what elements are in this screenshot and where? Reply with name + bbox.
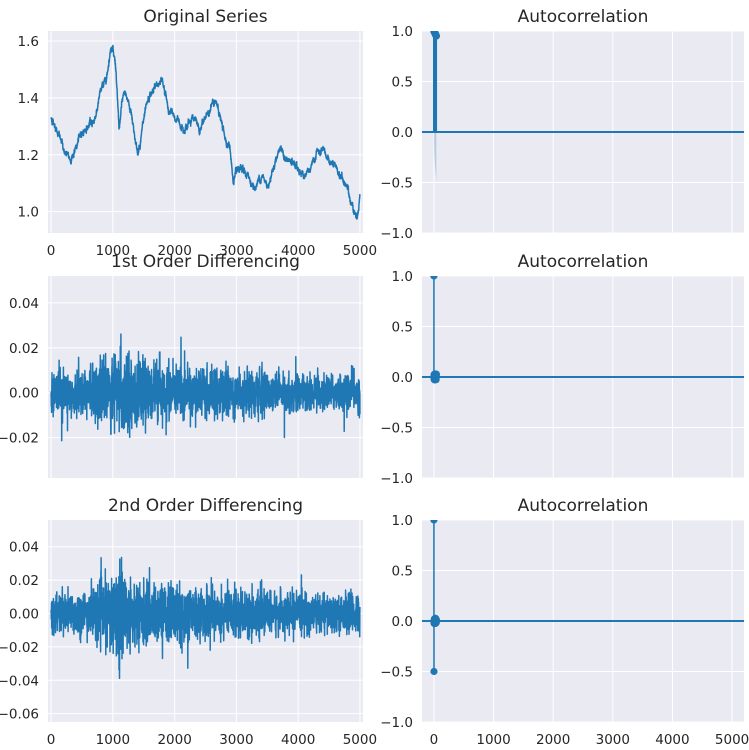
y-tick-label: −0.5: [380, 176, 413, 192]
y-tick-label: −1.0: [380, 471, 413, 487]
x-tick-label: 5000: [343, 243, 377, 259]
y-tick-label: 1.6: [18, 34, 39, 50]
y-tick-label: −0.5: [380, 665, 413, 681]
subplot-3: 1st Order Differencing −0.02 0.00 0.02 0.04: [0, 252, 363, 478]
x-tick-label: 0: [47, 243, 56, 259]
x-tick-label: 2000: [157, 732, 191, 748]
series-line: [50, 333, 361, 442]
y-tick-label: 1.0: [18, 205, 39, 221]
x-tick-label: 1000: [96, 732, 130, 748]
x-tick-label: 1000: [96, 243, 130, 259]
x-tick-label: 3000: [596, 732, 630, 748]
y-tick-label: 0.0: [392, 125, 413, 141]
y-tick-label: 1.4: [18, 91, 39, 107]
y-tick-label: 0.5: [392, 320, 413, 336]
acf-point: [432, 32, 440, 40]
x-tick-label: 4000: [281, 732, 315, 748]
subplot-title: Autocorrelation: [518, 7, 649, 27]
y-tick-label: −0.06: [0, 707, 39, 723]
plot-area: [48, 31, 363, 233]
subplot-4: Autocorrelation −1.0 −0.5 0.0 0.5 1.0: [380, 252, 744, 487]
subplot-title: Autocorrelation: [518, 252, 649, 272]
y-tick-label: 1.2: [18, 148, 39, 164]
subplot-title: Original Series: [143, 7, 267, 27]
subplot-title: 2nd Order Differencing: [108, 496, 303, 516]
x-tick-label: 5000: [715, 732, 749, 748]
acf-point: [432, 616, 440, 624]
y-tick-label: −0.5: [380, 421, 413, 437]
acf-point: [430, 520, 438, 524]
series-line: [50, 44, 361, 220]
x-tick-label: 3000: [219, 243, 253, 259]
acf-point: [430, 667, 438, 676]
subplot-6: Autocorrelation −1.0 −0.5 0.0 0.5 1.0 0 1000 200…: [380, 496, 749, 748]
x-tick-label: 5000: [343, 732, 377, 748]
x-tick-label: 2000: [157, 243, 191, 259]
y-tick-label: 0.00: [9, 386, 39, 402]
y-tick-label: 0.04: [9, 540, 39, 556]
y-tick-label: 0.5: [392, 75, 413, 91]
subplot-title: Autocorrelation: [518, 496, 649, 516]
x-tick-label: 0: [47, 732, 56, 748]
y-tick-label: −0.02: [0, 640, 39, 656]
y-tick-label: 0.0: [392, 614, 413, 630]
x-tick-label: 2000: [536, 732, 570, 748]
y-tick-label: −1.0: [380, 715, 413, 731]
y-tick-label: 0.04: [9, 296, 39, 312]
subplot-1: Original Series 1.0 1.2 1.4 1.6 0 1000 2000 3000…: [18, 7, 378, 259]
x-tick-label: 4000: [281, 243, 315, 259]
subplot-2: Autocorrelation −1.0 −0.5 0.0 0.5 1.0: [380, 7, 744, 242]
series-line: [50, 556, 361, 680]
x-tick-label: 1000: [476, 732, 510, 748]
y-tick-label: 0.5: [392, 564, 413, 580]
x-tick-label: 3000: [219, 732, 253, 748]
y-tick-label: 0.00: [9, 606, 39, 622]
x-tick-label: 0: [430, 732, 439, 748]
x-tick-label: 4000: [655, 732, 689, 748]
subplot-title: 1st Order Differencing: [111, 252, 300, 272]
y-tick-label: 1.0: [392, 24, 413, 40]
y-tick-label: 1.0: [392, 513, 413, 529]
y-tick-label: 0.02: [9, 341, 39, 357]
y-tick-label: 0.0: [392, 370, 413, 386]
y-tick-label: 0.02: [9, 573, 39, 589]
acf-point: [432, 370, 440, 378]
y-tick-label: −1.0: [380, 226, 413, 242]
y-tick-label: −0.02: [0, 431, 39, 447]
acf-point: [430, 276, 438, 280]
subplot-5: 2nd Order Differencing −0.06 −0.04 −0.02 0.0…: [0, 496, 377, 748]
y-tick-label: 1.0: [392, 269, 413, 285]
y-tick-label: −0.04: [0, 673, 39, 689]
